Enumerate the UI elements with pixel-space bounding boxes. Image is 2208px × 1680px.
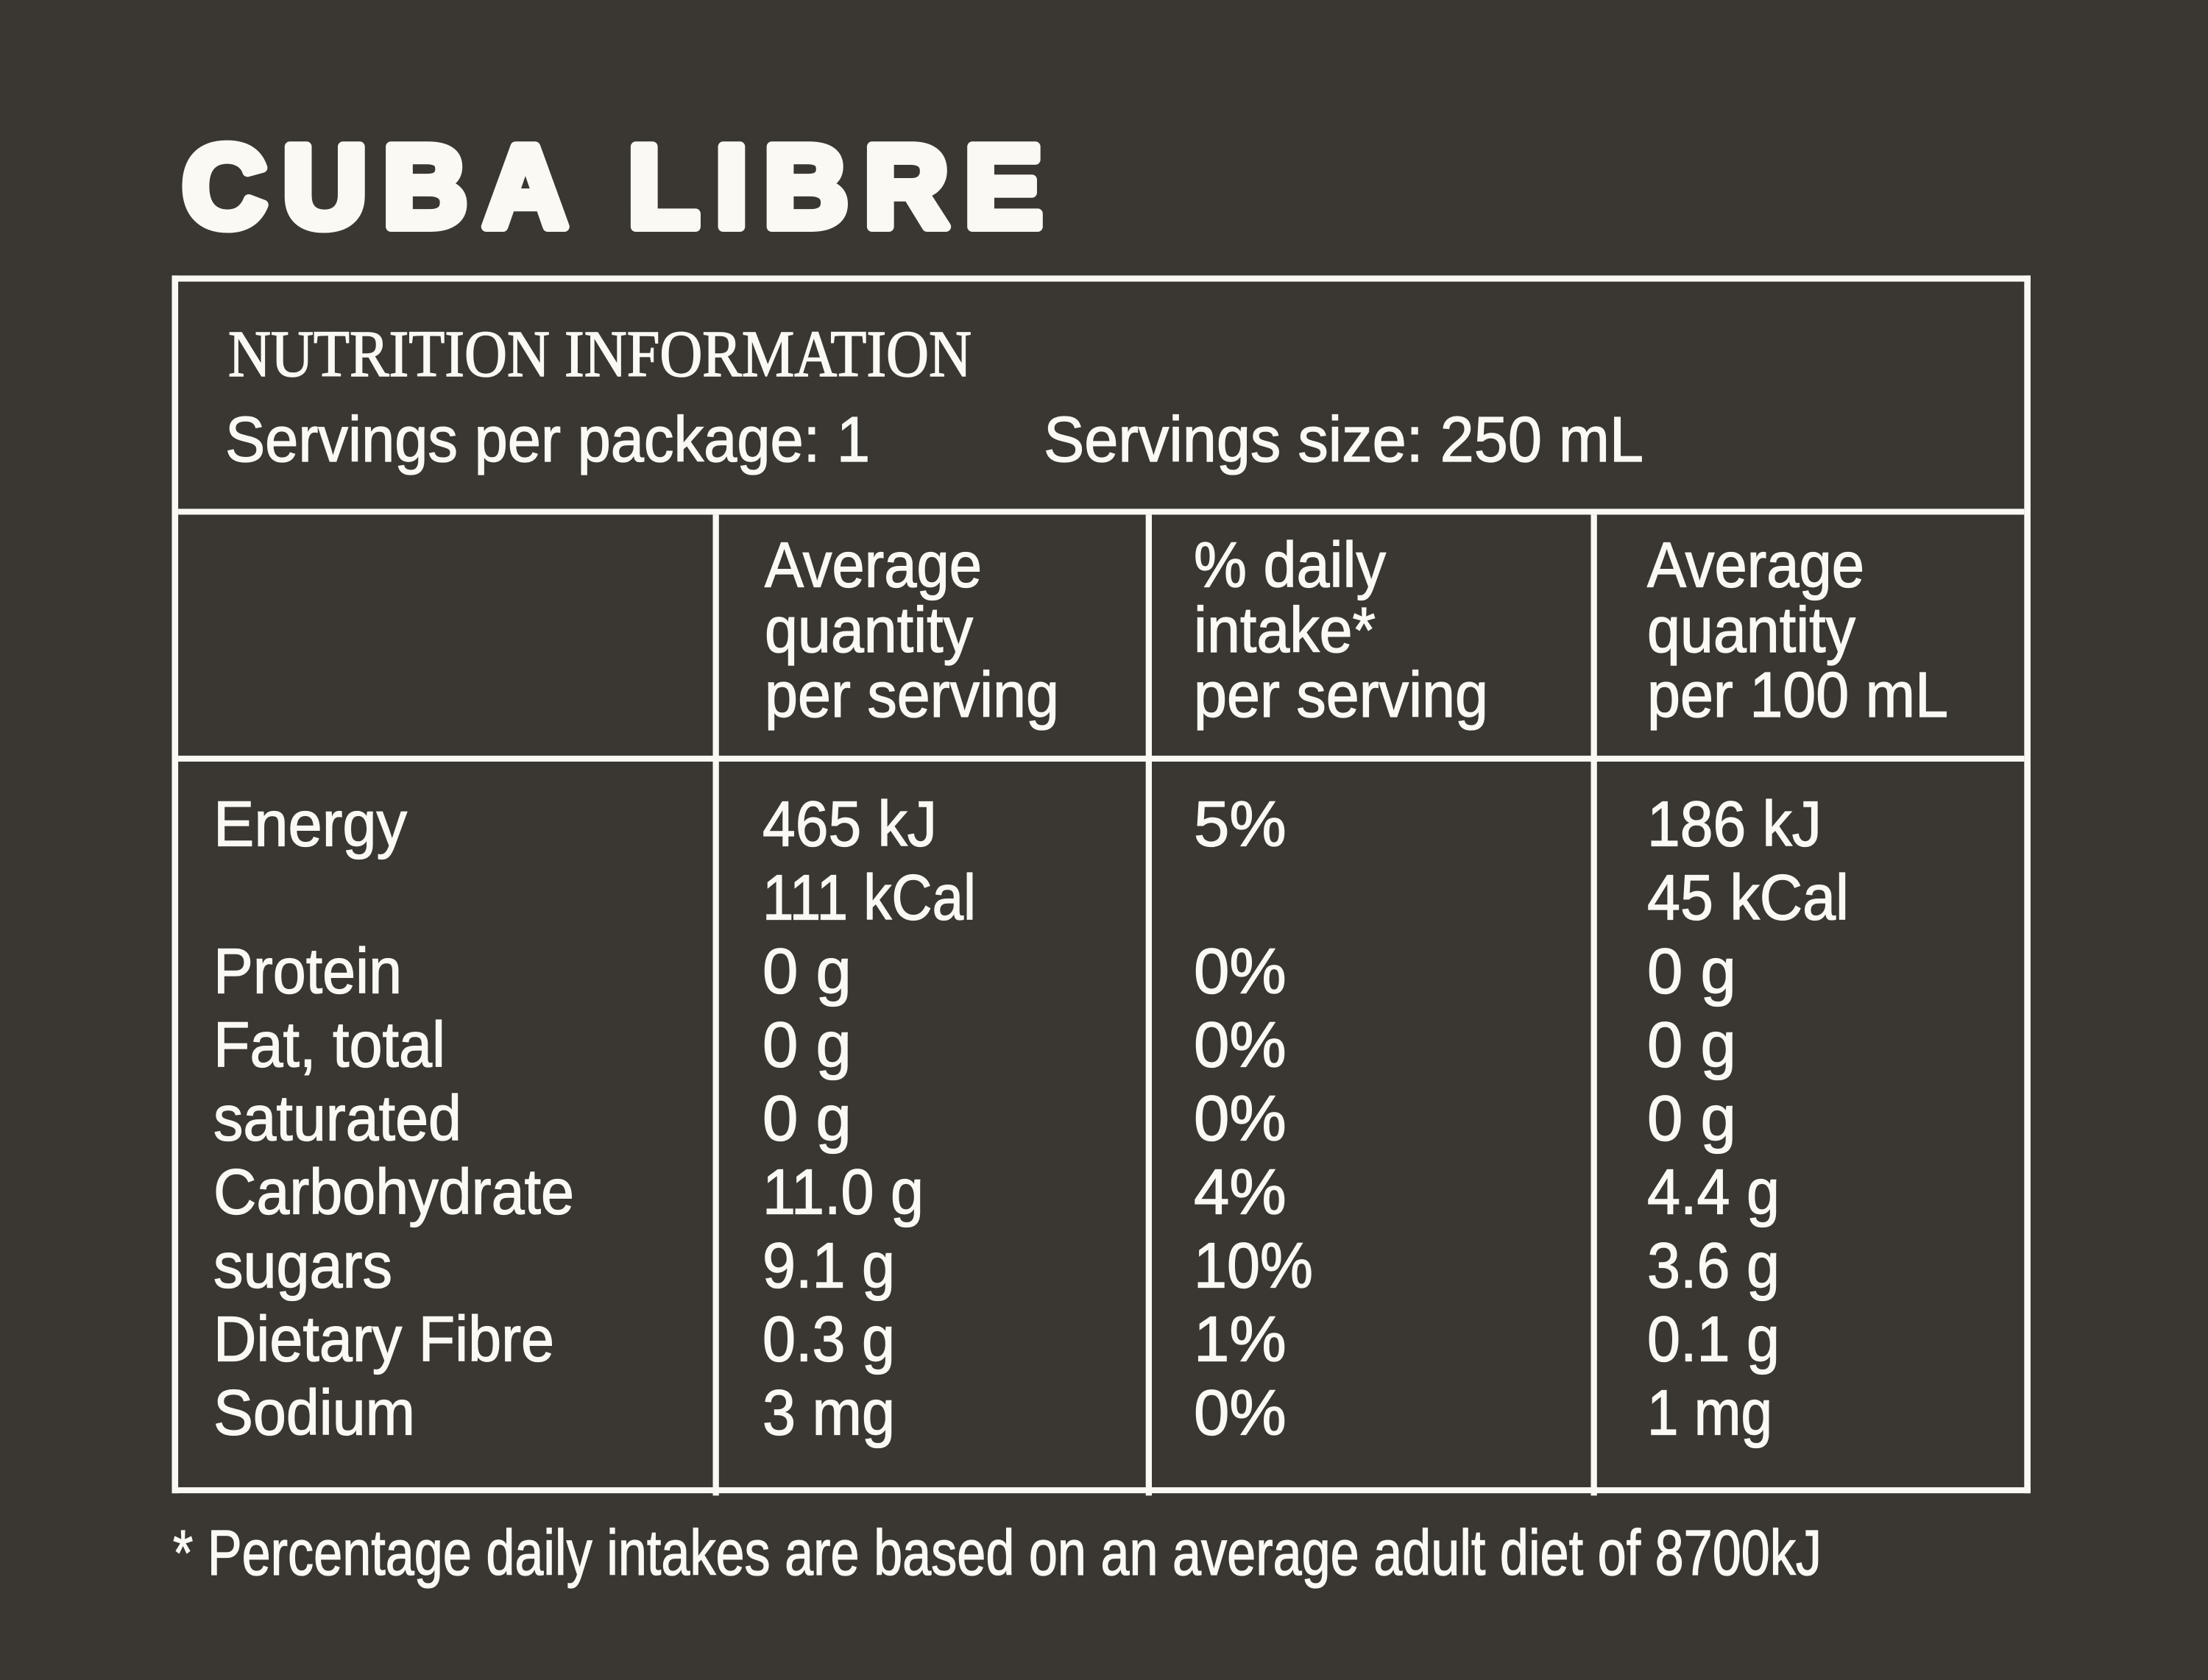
svg-text:10%: 10% bbox=[1194, 1230, 1313, 1301]
svg-text:sugars: sugars bbox=[213, 1230, 392, 1301]
svg-text:0 g: 0 g bbox=[762, 1082, 852, 1154]
svg-text:0%: 0% bbox=[1194, 1082, 1287, 1154]
svg-text:Fat, total: Fat, total bbox=[213, 1009, 445, 1080]
svg-text:4.4 g: 4.4 g bbox=[1647, 1156, 1780, 1227]
svg-text:per 100 mL: per 100 mL bbox=[1647, 659, 1948, 731]
svg-text:intake*: intake* bbox=[1194, 595, 1376, 666]
svg-text:0 g: 0 g bbox=[1647, 1082, 1736, 1154]
svg-text:Protein: Protein bbox=[213, 935, 402, 1007]
svg-text:3 mg: 3 mg bbox=[762, 1377, 895, 1448]
svg-text:* Percentage daily intakes are: * Percentage daily intakes are based on … bbox=[173, 1517, 1822, 1589]
svg-text:NUTRITION INFORMATION: NUTRITION INFORMATION bbox=[228, 318, 972, 391]
svg-text:9.1 g: 9.1 g bbox=[762, 1230, 895, 1301]
svg-text:4%: 4% bbox=[1194, 1156, 1287, 1227]
svg-text:quantity: quantity bbox=[765, 595, 973, 666]
svg-text:per serving: per serving bbox=[1194, 659, 1488, 731]
svg-text:1%: 1% bbox=[1194, 1303, 1287, 1375]
svg-text:45 kCal: 45 kCal bbox=[1647, 862, 1849, 933]
svg-text:Dietary Fibre: Dietary Fibre bbox=[213, 1303, 554, 1375]
svg-text:% daily: % daily bbox=[1194, 529, 1386, 600]
svg-text:5%: 5% bbox=[1194, 788, 1287, 860]
svg-text:0%: 0% bbox=[1194, 935, 1287, 1007]
svg-text:0 g: 0 g bbox=[1647, 935, 1736, 1007]
svg-text:1 mg: 1 mg bbox=[1647, 1377, 1772, 1448]
svg-text:quantity: quantity bbox=[1647, 595, 1855, 666]
svg-text:Sodium: Sodium bbox=[213, 1377, 415, 1448]
svg-text:Servings size: 250 mL: Servings size: 250 mL bbox=[1044, 404, 1643, 475]
svg-text:Average: Average bbox=[765, 529, 982, 600]
svg-text:Carbohydrate: Carbohydrate bbox=[213, 1156, 574, 1227]
svg-text:Energy: Energy bbox=[213, 788, 407, 860]
svg-text:111 kCal: 111 kCal bbox=[762, 862, 976, 933]
svg-text:186 kJ: 186 kJ bbox=[1647, 788, 1822, 860]
svg-text:0 g: 0 g bbox=[1647, 1009, 1736, 1080]
svg-text:Servings per package: 1: Servings per package: 1 bbox=[225, 404, 870, 475]
svg-text:0%: 0% bbox=[1194, 1377, 1287, 1448]
svg-text:0.1 g: 0.1 g bbox=[1647, 1303, 1780, 1375]
svg-text:saturated: saturated bbox=[213, 1082, 461, 1154]
svg-text:0.3 g: 0.3 g bbox=[762, 1303, 895, 1375]
svg-text:Average: Average bbox=[1647, 529, 1864, 600]
svg-text:0%: 0% bbox=[1194, 1009, 1287, 1080]
svg-text:3.6 g: 3.6 g bbox=[1647, 1230, 1780, 1301]
svg-text:11.0 g: 11.0 g bbox=[762, 1156, 924, 1227]
svg-text:465 kJ: 465 kJ bbox=[762, 788, 937, 860]
svg-text:0 g: 0 g bbox=[762, 1009, 852, 1080]
svg-text:0 g: 0 g bbox=[762, 935, 852, 1007]
svg-text:per serving: per serving bbox=[765, 659, 1059, 731]
